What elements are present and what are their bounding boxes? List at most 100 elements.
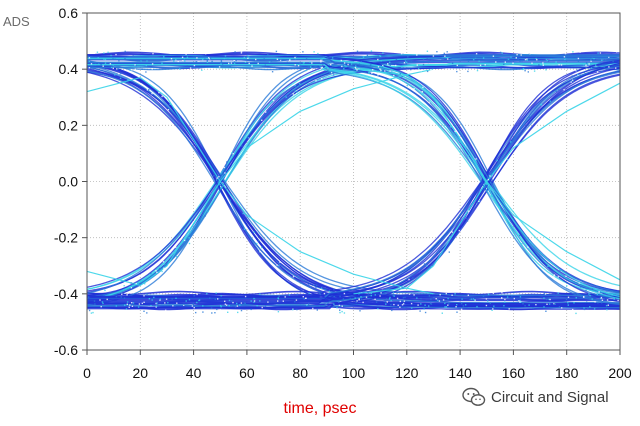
noise-dot <box>173 250 175 252</box>
noise-dot <box>342 298 345 300</box>
noise-dot <box>247 57 249 59</box>
noise-dot <box>548 298 550 301</box>
noise-dot <box>448 251 450 253</box>
noise-dot <box>422 58 425 61</box>
noise-dot <box>591 288 594 290</box>
noise-dot <box>350 63 353 65</box>
noise-dot <box>101 301 104 303</box>
y-tick-label: 0.4 <box>59 61 79 77</box>
noise-dot <box>220 295 222 297</box>
noise-dot <box>311 68 313 70</box>
noise-dot <box>115 295 117 298</box>
noise-dot <box>467 70 469 73</box>
noise-dot <box>176 256 178 258</box>
noise-dot <box>133 283 135 285</box>
noise-dot <box>132 302 135 304</box>
noise-dot <box>120 67 123 69</box>
noise-dot <box>369 65 371 67</box>
noise-dot <box>231 311 234 313</box>
noise-dot <box>403 62 406 64</box>
noise-dot <box>572 80 574 83</box>
noise-dot <box>560 64 563 66</box>
noise-dot <box>542 62 544 64</box>
noise-dot <box>193 64 196 67</box>
noise-dot <box>318 305 321 307</box>
noise-dot <box>558 89 560 91</box>
noise-dot <box>428 101 430 104</box>
noise-dot <box>558 306 561 308</box>
noise-dot <box>532 307 534 309</box>
noise-dot <box>188 237 190 239</box>
noise-dot <box>244 295 247 298</box>
noise-dot <box>411 307 413 309</box>
noise-dot <box>476 305 478 308</box>
noise-dot <box>501 55 503 57</box>
noise-dot <box>360 296 362 298</box>
noise-dot <box>559 270 561 272</box>
noise-dot <box>390 304 392 306</box>
noise-dot <box>548 303 551 305</box>
noise-dot <box>485 185 487 188</box>
noise-dot <box>297 65 300 67</box>
noise-dot <box>469 298 471 301</box>
rising-edge-trace <box>87 62 620 310</box>
noise-dot <box>140 60 142 62</box>
noise-dot <box>320 67 322 69</box>
noise-dot <box>148 89 150 91</box>
noise-dot <box>316 284 318 286</box>
noise-dot <box>159 299 161 301</box>
noise-dot <box>146 89 149 91</box>
noise-dot <box>168 253 171 256</box>
noise-dot <box>177 60 179 63</box>
noise-dot <box>407 59 409 61</box>
noise-dot <box>535 57 537 60</box>
noise-dot <box>214 312 216 314</box>
noise-dot <box>520 54 522 56</box>
noise-dot <box>603 66 605 68</box>
noise-dot <box>448 303 450 305</box>
noise-dot <box>575 297 577 299</box>
noise-dot <box>506 296 509 298</box>
noise-dot <box>220 60 223 62</box>
noise-dot <box>372 69 374 71</box>
noise-dot <box>340 59 343 62</box>
noise-dot <box>540 52 542 54</box>
noise-dot <box>595 64 597 66</box>
noise-dot <box>380 292 382 294</box>
noise-dot <box>557 292 559 294</box>
noise-dot <box>419 310 421 312</box>
noise-dot <box>282 311 284 313</box>
x-tick-label: 160 <box>502 365 526 381</box>
noise-dot <box>355 65 357 67</box>
noise-dot <box>596 71 599 73</box>
noise-dot <box>295 55 297 57</box>
noise-dot <box>112 58 114 60</box>
noise-dot <box>534 312 537 314</box>
noise-dot <box>430 266 433 268</box>
noise-dot <box>104 58 107 61</box>
noise-dot <box>370 292 373 294</box>
noise-dot <box>318 292 321 294</box>
noise-dot <box>482 295 485 297</box>
noise-dot <box>193 295 195 297</box>
noise-dot <box>243 56 245 59</box>
x-tick-label: 180 <box>555 365 579 381</box>
noise-dot <box>438 252 440 254</box>
noise-dot <box>597 302 599 304</box>
noise-dot <box>426 57 428 60</box>
falling-edge-trace <box>87 64 620 305</box>
noise-dot <box>426 99 429 101</box>
noise-dot <box>228 299 231 302</box>
noise-dot <box>343 62 346 64</box>
noise-dot <box>603 298 605 300</box>
noise-dot <box>538 255 540 257</box>
noise-dot <box>277 297 279 299</box>
noise-dot <box>528 304 530 306</box>
noise-dot <box>382 65 384 68</box>
noise-dot <box>459 56 462 58</box>
noise-dot <box>421 91 423 93</box>
noise-dot <box>521 63 523 65</box>
noise-dot <box>128 306 130 308</box>
noise-dot <box>389 78 392 80</box>
noise-dot <box>103 52 105 54</box>
